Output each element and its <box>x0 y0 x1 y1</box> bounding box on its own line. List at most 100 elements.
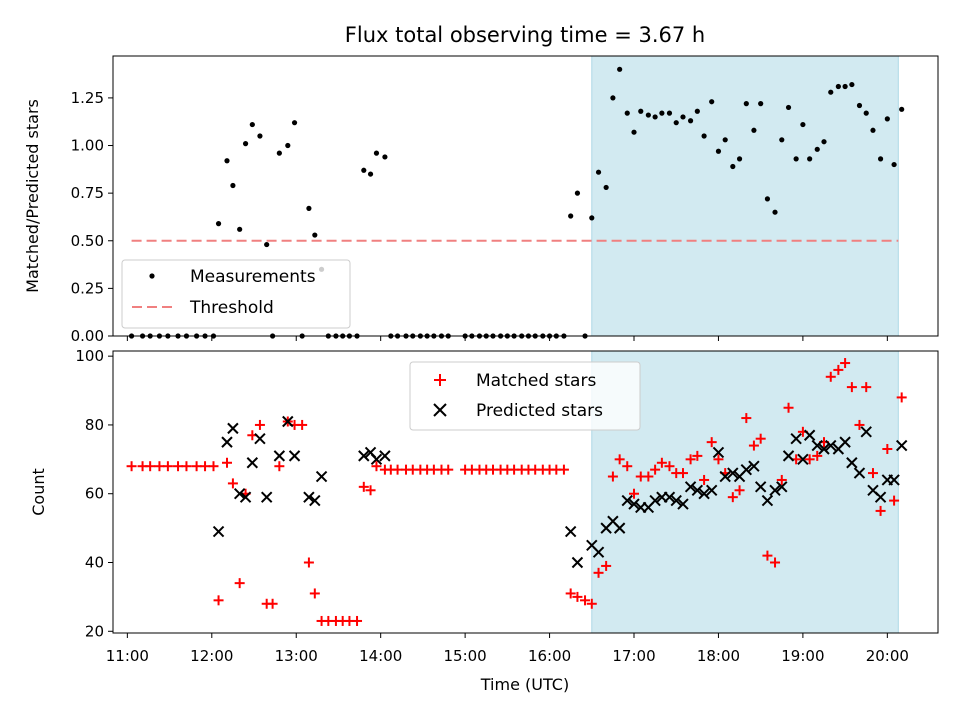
predicted-star-point <box>818 443 830 455</box>
predicted-star-point <box>705 484 718 496</box>
predicted-star-point <box>727 467 739 479</box>
measurement-point <box>659 110 665 116</box>
predicted-star-point <box>221 436 233 448</box>
legend-measurement-marker <box>149 273 155 279</box>
matched-star-point <box>650 464 661 475</box>
predicted-star-point <box>691 484 704 496</box>
predicted-star-point <box>782 450 795 462</box>
measurement-point <box>242 141 249 147</box>
matched-star-point <box>713 454 724 465</box>
bottom-axes-frame <box>112 350 939 634</box>
top-ytick-label: 0.25 <box>71 279 104 297</box>
measurement-point <box>884 116 890 122</box>
matched-star-point <box>889 495 900 506</box>
measurement-point <box>264 241 270 248</box>
matched-star-point <box>607 471 618 482</box>
matched-star-point <box>656 457 667 468</box>
predicted-star-point <box>888 474 900 486</box>
measurement-point <box>899 106 905 112</box>
predicted-star-point <box>895 439 908 452</box>
predicted-star-point <box>246 457 259 469</box>
predicted-star-point <box>769 484 781 496</box>
matched-star-point <box>586 598 597 609</box>
matched-star-point <box>776 474 787 485</box>
matched-star-point <box>804 454 815 465</box>
matched-star-point <box>352 615 363 626</box>
matched-star-point <box>371 461 382 472</box>
measurement-point <box>631 129 637 135</box>
matched-star-point <box>200 461 211 472</box>
measurement-point <box>743 101 749 107</box>
matched-star-point <box>755 433 766 444</box>
xtick-label: 16:00 <box>528 647 571 665</box>
measurement-point <box>291 120 298 126</box>
measurement-point <box>814 146 820 152</box>
predicted-star-point <box>239 491 252 503</box>
predicted-star-point <box>233 488 246 500</box>
bottom-ytick-label: 60 <box>85 485 104 503</box>
predicted-star-point <box>670 494 682 507</box>
predicted-star-point <box>564 525 577 538</box>
predicted-star-point <box>358 450 370 462</box>
top-ytick-label: 0.75 <box>71 184 104 202</box>
measurement-point <box>257 133 263 139</box>
predicted-star-point <box>803 429 816 441</box>
predicted-star-point <box>303 491 315 503</box>
legend-label-measurements: Measurements <box>190 267 316 287</box>
matched-star-point <box>664 461 675 472</box>
predicted-star-point <box>254 432 266 445</box>
measurement-point <box>603 184 609 191</box>
measurement-point <box>224 158 230 164</box>
x-axis-label: Time (UTC) <box>480 675 569 694</box>
matched-star-point <box>443 464 454 475</box>
measurement-point <box>764 196 771 202</box>
legend-predicted-marker <box>433 403 447 417</box>
matched-star-point <box>365 485 376 496</box>
matched-star-point <box>254 419 265 430</box>
top-panel: 0.00 0.25 0.50 0.75 1.00 1.25 Matched/Predict… <box>23 55 939 345</box>
legend-matched-marker <box>434 374 446 386</box>
predicted-star-point <box>282 415 294 428</box>
matched-star-point <box>783 402 794 413</box>
bottom-ytick-label: 20 <box>85 622 104 640</box>
predicted-star-point <box>712 446 725 459</box>
matched-star-point <box>861 382 872 393</box>
matched-star-point <box>601 560 612 571</box>
predicted-star-point <box>628 498 640 510</box>
matched-star-point <box>762 550 773 561</box>
bottom-panel: 20 40 60 80 100 11:00 12:00 13:00 14:00 15:00 16:0… <box>29 347 939 694</box>
measurement-point <box>589 215 595 221</box>
measurement-point <box>645 112 651 118</box>
measurement-point <box>701 133 707 139</box>
measurement-point <box>638 108 644 114</box>
predicted-star-point <box>761 494 774 507</box>
matched-star-point <box>643 471 654 482</box>
matched-star-point <box>221 457 232 468</box>
top-axis-ticks: 0.00 0.25 0.50 0.75 1.00 1.25 <box>71 89 888 345</box>
measurement-point <box>237 226 243 232</box>
matched-star-point <box>572 591 583 602</box>
measurement-point <box>835 83 841 90</box>
predicted-star-point <box>776 481 788 493</box>
predicted-star-point <box>260 491 273 503</box>
measurement-point <box>751 127 757 133</box>
xtick-label: 18:00 <box>697 647 740 665</box>
matched-star-point <box>358 481 369 492</box>
predicted-star-point <box>273 450 286 462</box>
measurement-point <box>361 167 367 173</box>
predicted-star-point <box>663 491 676 503</box>
matched-star-point <box>706 437 717 448</box>
measurement-point <box>617 66 623 72</box>
measurement-point <box>230 182 236 189</box>
predicted-star-point <box>613 522 626 534</box>
top-legend: Measurements Threshold <box>121 259 351 329</box>
predicted-star-point <box>754 481 767 493</box>
matched-star-point <box>741 413 752 424</box>
measurement-point <box>842 83 848 90</box>
matched-star-point <box>274 461 285 472</box>
matched-star-point <box>685 454 696 465</box>
measurement-point <box>595 169 602 175</box>
matched-star-point <box>145 461 156 472</box>
predicted-star-point <box>684 481 697 493</box>
matched-star-point <box>770 557 781 568</box>
